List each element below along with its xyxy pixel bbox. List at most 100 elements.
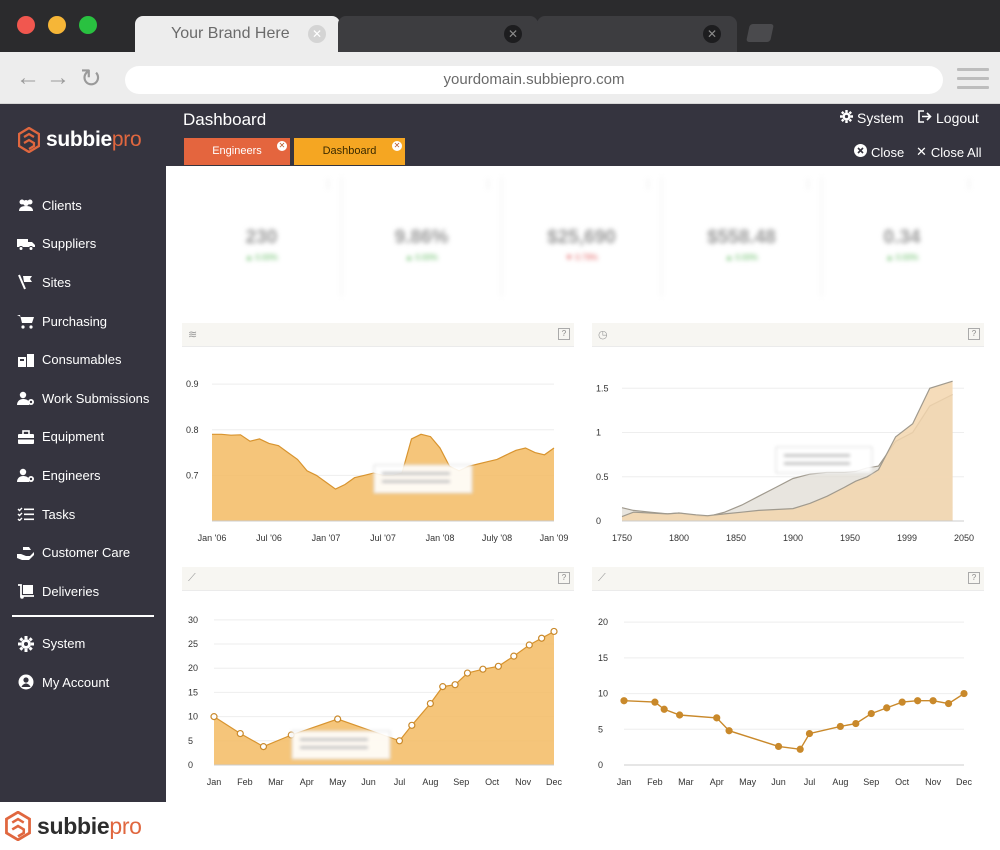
line-chart-4: 0 5 10 15 20 Jan Feb Mar Apr May Jun Jul Aug Sep Oct No… (598, 617, 972, 787)
data-point (259, 743, 268, 751)
sidebar-item-label: Work Submissions (42, 390, 150, 406)
kpi-delta: ▲ 0.00% (245, 253, 278, 262)
window-maximize-button[interactable] (79, 16, 97, 34)
browser-menu-icon[interactable] (957, 68, 989, 95)
y-tick-label: 30 (188, 615, 198, 625)
kpi-menu-icon[interactable]: ⋮ (643, 179, 653, 190)
sidebar-item-label: Deliveries (42, 583, 100, 599)
sidebar-item-label: Equipment (42, 429, 105, 445)
data-point (451, 681, 459, 689)
help-icon[interactable]: ? (558, 328, 570, 340)
line-chart-icon: ⟋ (188, 572, 196, 584)
area-chart-2: 0 0.5 1 1.5 1750 1800 1850 1900 1950 1999 2050 (596, 380, 974, 543)
close-tab-button[interactable]: Close (854, 144, 904, 160)
new-tab-button[interactable] (746, 24, 774, 42)
hand-care-icon (17, 545, 35, 561)
sidebar-item-tasks[interactable]: Tasks (0, 495, 166, 534)
line-chart-icon: ⟋ (598, 572, 606, 584)
users-icon (17, 197, 35, 213)
x-tick-label: Jun (771, 777, 786, 787)
sidebar-item-consumables[interactable]: Consumables (0, 340, 166, 379)
x-tick-label: 1750 (612, 533, 632, 543)
x-tick-label: Jan '06 (198, 533, 227, 543)
forward-arrow-icon[interactable]: → (46, 64, 70, 91)
data-point (651, 698, 659, 706)
x-tick-label: Jan (207, 777, 222, 787)
window-minimize-button[interactable] (48, 16, 66, 34)
chart-panel-3: ⟋ ? 0 5 10 15 20 25 30 Jan Feb Mar Apr May Jun Jul Aug… (182, 567, 574, 795)
kpi-card: ⋮ $558.48 ▲ 0.00% (662, 177, 822, 297)
help-icon[interactable]: ? (968, 328, 980, 340)
data-point (725, 727, 733, 735)
tab-engineers[interactable]: Engineers ✕ (184, 138, 290, 165)
data-point (395, 737, 404, 745)
x-tick-label: July '08 (482, 533, 512, 543)
sidebar-item-sites[interactable]: Sites (0, 263, 166, 302)
tab-close-icon[interactable]: ✕ (703, 25, 721, 43)
sidebar-item-work-submissions[interactable]: Work Submissions (0, 379, 166, 418)
y-tick-label: 15 (188, 687, 198, 697)
y-tick-label: 0.7 (186, 470, 199, 480)
cart-icon (17, 313, 35, 329)
y-tick-label: 5 (598, 724, 603, 734)
data-point (236, 729, 244, 738)
sidebar-item-label: Suppliers (42, 236, 97, 252)
kpi-delta: ▼ 0.79% (565, 253, 598, 262)
back-arrow-icon[interactable]: ← (16, 64, 40, 91)
address-bar[interactable]: yourdomain.subbiepro.com (125, 66, 943, 94)
browser-tab-active[interactable]: Your Brand Here ✕ (135, 16, 340, 52)
y-tick-label: 0.5 (596, 472, 609, 482)
sidebar-item-clients[interactable]: Clients (0, 186, 166, 225)
kpi-card: ⋮ 230 ▲ 0.00% (182, 177, 342, 297)
x-tick-label: Nov (925, 777, 942, 787)
kpi-menu-icon[interactable]: ⋮ (803, 179, 813, 190)
data-point (426, 699, 434, 708)
kpi-menu-icon[interactable]: ⋮ (323, 179, 333, 190)
data-point (510, 652, 518, 660)
series-line (621, 380, 953, 518)
kpi-menu-icon[interactable]: ⋮ (964, 179, 974, 190)
sidebar-item-engineers[interactable]: Engineers (0, 456, 166, 495)
sidebar-item-my-account[interactable]: My Account (0, 663, 166, 702)
dashboard-main: ⋮ 230 ▲ 0.00% ⋮ 9.86% ▲ 0.00% ⋮ $25,690 … (166, 166, 1000, 802)
data-point (929, 697, 937, 705)
close-icon: ✕ (916, 144, 927, 159)
kpi-value: 9.86% (394, 227, 449, 248)
sidebar-item-deliveries[interactable]: Deliveries (0, 572, 166, 611)
kpi-menu-icon[interactable]: ⋮ (483, 179, 493, 190)
kpi-card: ⋮ $25,690 ▼ 0.79% (502, 177, 662, 297)
brand-logo[interactable]: subbiepro (18, 125, 142, 155)
sidebar-item-purchasing[interactable]: Purchasing (0, 302, 166, 341)
close-all-button[interactable]: ✕ Close All (916, 144, 981, 160)
tab-close-icon[interactable]: ✕ (308, 25, 326, 43)
tab-close-icon[interactable]: ✕ (277, 141, 287, 151)
y-tick-label: 0.9 (186, 379, 199, 389)
series-area (622, 381, 953, 521)
chart-tooltip (373, 464, 473, 494)
logout-button[interactable]: Logout (918, 110, 979, 126)
data-point (494, 662, 502, 670)
browser-tab[interactable]: ✕ (537, 16, 737, 52)
sidebar-item-suppliers[interactable]: Suppliers (0, 225, 166, 264)
sidebar-item-equipment[interactable]: Equipment (0, 418, 166, 457)
tab-close-icon[interactable]: ✕ (504, 25, 522, 43)
brand-name: subbiepro (37, 812, 142, 839)
window-close-button[interactable] (17, 16, 35, 34)
sidebar-item-system[interactable]: System (0, 625, 166, 664)
browser-titlebar: Your Brand Here ✕ ✕ ✕ (0, 0, 1000, 52)
tab-close-icon[interactable]: ✕ (392, 141, 402, 151)
y-tick-label: 1.5 (596, 383, 609, 393)
app-header: Dashboard System Logout Close ✕ Close Al… (166, 104, 1000, 166)
help-icon[interactable]: ? (558, 572, 570, 584)
browser-tab[interactable]: ✕ (338, 16, 538, 52)
chart-tooltip (291, 730, 391, 760)
kpi-value: 230 (245, 227, 278, 248)
sidebar-item-customer-care[interactable]: Customer Care (0, 533, 166, 572)
tab-dashboard[interactable]: Dashboard ✕ (294, 138, 405, 165)
help-icon[interactable]: ? (968, 572, 980, 584)
sidebar-item-label: My Account (42, 674, 110, 690)
system-button[interactable]: System (840, 110, 904, 126)
sidebar-item-label: Purchasing (42, 313, 108, 329)
kpi-row: ⋮ 230 ▲ 0.00% ⋮ 9.86% ▲ 0.00% ⋮ $25,690 … (182, 177, 986, 297)
reload-icon[interactable]: ↻ (80, 63, 102, 93)
